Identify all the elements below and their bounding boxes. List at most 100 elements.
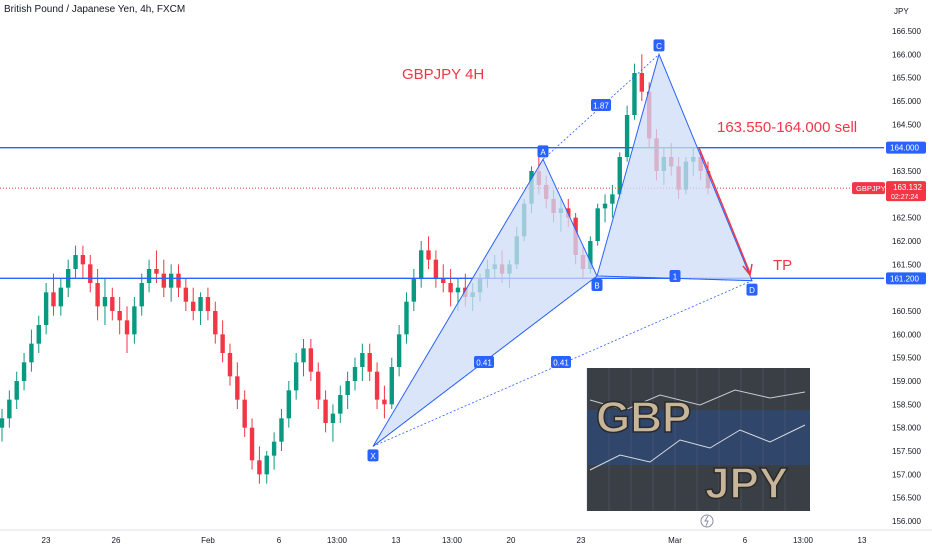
candle-body (220, 334, 225, 353)
time-tick-label: 6 (277, 536, 282, 545)
point-b-badge-label: B (594, 282, 599, 291)
candle-body (102, 297, 108, 307)
ratio-bd-badge-label: 1 (673, 273, 678, 282)
sell-zone-annotation: 163.550-164.000 sell (717, 119, 857, 136)
candle-body (117, 311, 122, 321)
candle-body (286, 390, 292, 419)
ratio-bd-badge[interactable]: 1 (669, 270, 681, 282)
price-tick-label: 160.000 (892, 330, 921, 339)
candle-body (404, 301, 409, 335)
candle-body (80, 255, 86, 265)
candle-body (374, 371, 380, 400)
candle-body (110, 297, 115, 311)
candle-body (293, 362, 299, 391)
point-d-badge[interactable]: D (746, 283, 758, 296)
ratio-ac-badge-label: 1.87 (593, 102, 609, 111)
candle-body (249, 427, 255, 461)
candle-body (441, 278, 446, 283)
candle-body (88, 264, 93, 283)
ratio-xb-badge[interactable]: 0.41 (474, 356, 494, 368)
candle-body (176, 273, 181, 288)
candle-body (382, 399, 387, 405)
level-tag-bg (886, 141, 926, 154)
time-tick-label: 13:00 (793, 536, 814, 545)
candle-body (146, 269, 152, 283)
levels-layer (0, 147, 884, 279)
candle-body (242, 399, 247, 428)
price-tick-label: 158.500 (892, 400, 921, 409)
candle-body (426, 250, 431, 260)
point-d-badge-label: D (749, 286, 755, 295)
candle-body (36, 325, 41, 344)
candle-body (198, 297, 203, 311)
candle-body (7, 399, 12, 419)
candle-body (632, 73, 637, 115)
lightning-icon[interactable] (700, 514, 714, 528)
candle-body (161, 273, 166, 288)
candle-body (14, 381, 19, 400)
candle-body (602, 203, 608, 209)
logo-text-jpy: JPY (705, 459, 788, 508)
symbol-header[interactable]: British Pound / Japanese Yen, 4h, FXCM (4, 4, 186, 15)
candle-body (588, 241, 593, 269)
price-tick-label: 166.000 (892, 50, 921, 59)
point-c-badge[interactable]: C (653, 39, 665, 52)
price-tick-label: 156.500 (892, 494, 921, 503)
candle-body (95, 283, 100, 307)
candle-body (168, 273, 174, 288)
logo-curve (589, 389, 806, 411)
level-tag-label: 161.200 (890, 274, 919, 283)
candle-body (264, 455, 269, 475)
candle-body (154, 269, 159, 274)
ratio-xb-badge-bg (474, 356, 494, 368)
candle-body (124, 320, 130, 335)
ratio-xd-badge[interactable]: 0.41 (551, 356, 571, 368)
time-tick-label: 13 (392, 536, 401, 545)
chart-title-annotation: GBPJPY 4H (402, 66, 484, 83)
price-tick-label: 166.500 (892, 27, 921, 36)
gbpjpy-logo-image: GBP JPY (586, 368, 810, 511)
ratio-xd-badge-label: 0.41 (553, 359, 569, 368)
candle-body (455, 287, 461, 293)
time-axis[interactable]: 23 26 Feb 6 13:00 13 13:00 20 23 Mar 6 13:00 13 (0, 514, 932, 545)
logo-text-gbp: GBP (596, 393, 691, 442)
point-b-badge-bg (591, 279, 603, 291)
point-c-badge-bg (653, 39, 665, 52)
ratio-ac-badge-bg (591, 99, 611, 111)
point-c-badge-label: C (656, 42, 662, 51)
candle-body (235, 376, 240, 400)
candle-body (396, 334, 402, 367)
price-tick-label: 160.500 (892, 307, 921, 316)
candle-body (345, 381, 350, 395)
candle-body (183, 287, 189, 302)
price-tick-label: 159.500 (892, 354, 921, 363)
point-b-badge[interactable]: B (591, 279, 603, 291)
projection-arrow (698, 147, 751, 274)
point-d-badge-bg (746, 283, 758, 296)
point-x-badge[interactable]: X (367, 449, 379, 462)
candle-body (43, 292, 49, 325)
candle-body (73, 255, 78, 269)
price-tick-label: 158.000 (892, 424, 921, 433)
ratio-ac-badge[interactable]: 1.87 (591, 99, 611, 111)
price-axis[interactable]: JPY 156.000 156.500 157.000 157.500 158.000 15… (852, 0, 932, 550)
point-a-badge[interactable]: A (537, 145, 549, 158)
candle-body (301, 348, 306, 363)
price-tick-label: 157.000 (892, 470, 921, 479)
candle-body (58, 287, 64, 307)
candle-body (595, 208, 600, 241)
time-tick-label: 6 (743, 536, 748, 545)
candle-body (316, 371, 321, 400)
harmonic-pattern[interactable]: X A B C D 1.87 0.41 0.41 1 (367, 39, 758, 462)
price-tick-label: 157.500 (892, 447, 921, 456)
candle-body (271, 441, 277, 456)
candle-body (323, 399, 328, 423)
time-tick-label: 20 (507, 536, 516, 545)
candle-body (0, 418, 5, 428)
level-tag-bg (886, 272, 926, 285)
time-tick-label: 13:00 (442, 536, 463, 545)
time-tick-label: 23 (577, 536, 586, 545)
ratio-xd-badge-bg (551, 356, 571, 368)
